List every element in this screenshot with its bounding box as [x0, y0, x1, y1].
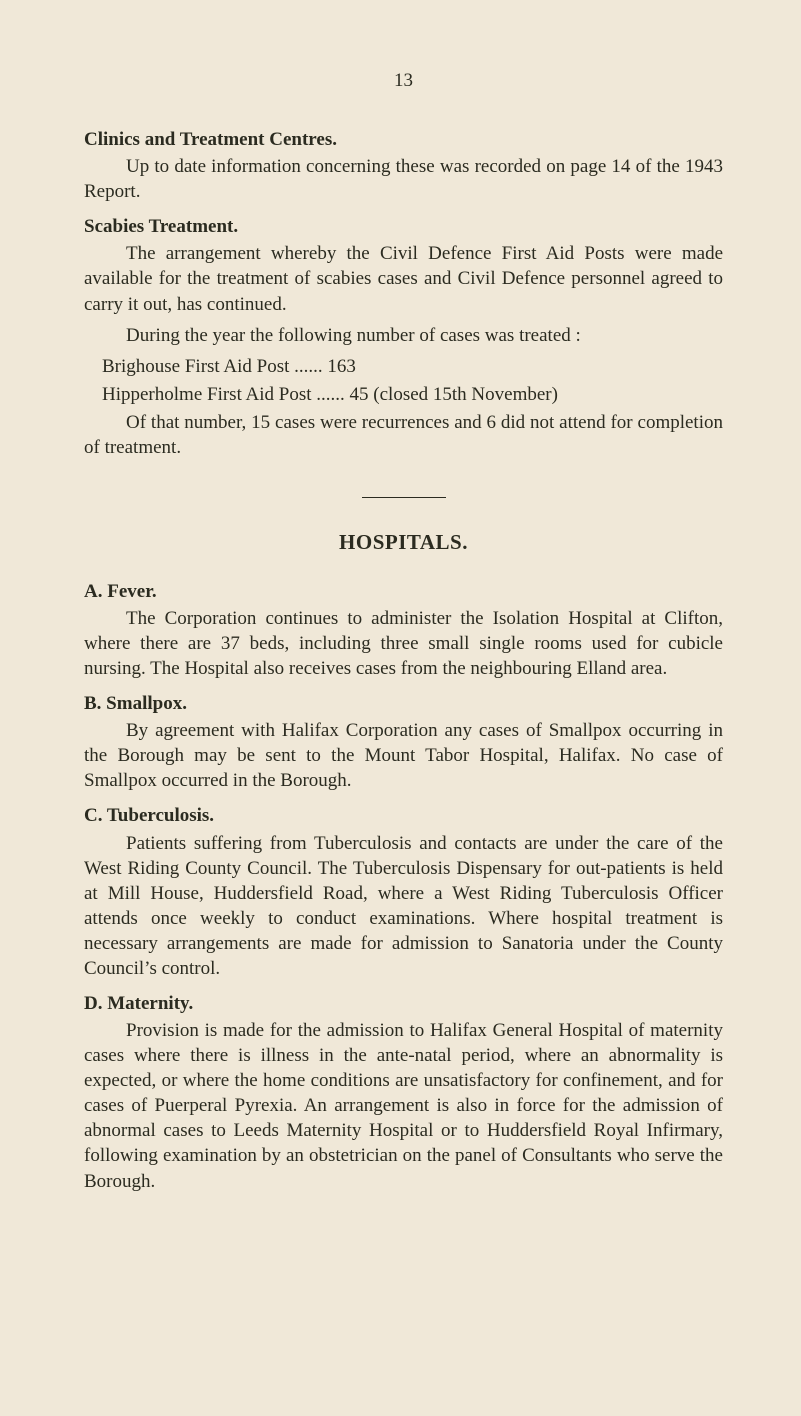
tuberculosis-label: C. Tuberculosis. [84, 803, 723, 828]
maternity-section: D. Maternity. Provision is made for the … [84, 991, 723, 1194]
clinics-section: Clinics and Treatment Centres. Up to dat… [84, 127, 723, 204]
scabies-section: Scabies Treatment. The arrangement where… [84, 214, 723, 460]
maternity-para: Provision is made for the admission to H… [84, 1018, 723, 1194]
fever-label: A. Fever. [84, 579, 723, 604]
maternity-label: D. Maternity. [84, 991, 723, 1016]
tuberculosis-section: C. Tuberculosis. Patients suffering from… [84, 803, 723, 981]
hospitals-title: HOSPITALS. [84, 529, 723, 557]
scabies-para-1: The arrangement whereby the Civil Defenc… [84, 241, 723, 316]
scabies-para-2: During the year the following number of … [84, 323, 723, 348]
clinics-para: Up to date information concerning these … [84, 154, 723, 204]
scabies-line-1: Brighouse First Aid Post ...... 163 [102, 354, 723, 379]
tuberculosis-para: Patients suffering from Tuberculosis and… [84, 831, 723, 981]
fever-section: A. Fever. The Corporation continues to a… [84, 579, 723, 681]
divider-rule [84, 480, 723, 505]
scabies-para-3: Of that number, 15 cases were recurrence… [84, 410, 723, 460]
scabies-heading: Scabies Treatment. [84, 214, 723, 239]
fever-para: The Corporation continues to administer … [84, 606, 723, 681]
clinics-heading: Clinics and Treatment Centres. [84, 127, 723, 152]
scabies-line-2: Hipperholme First Aid Post ...... 45 (cl… [102, 382, 723, 407]
smallpox-para: By agreement with Halifax Corporation an… [84, 718, 723, 793]
smallpox-label: B. Smallpox. [84, 691, 723, 716]
page-number: 13 [84, 68, 723, 93]
smallpox-section: B. Smallpox. By agreement with Halifax C… [84, 691, 723, 793]
